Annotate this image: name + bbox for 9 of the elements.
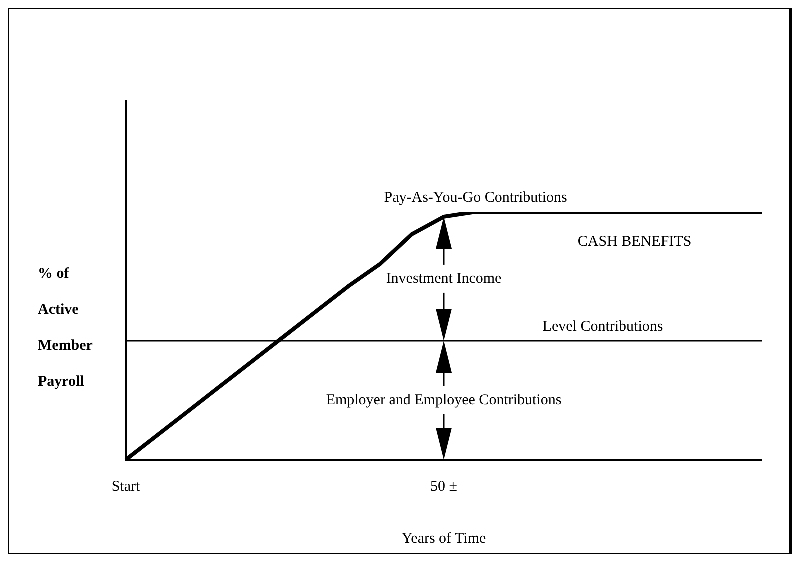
x-tick-label: Start: [112, 478, 141, 495]
annotation: Employer and Employee Contributions: [326, 392, 562, 408]
x-axis-title: Years of Time: [402, 530, 486, 547]
series-label: CASH BENEFITS: [578, 234, 692, 250]
x-tick-label: 50 ±: [430, 478, 458, 495]
text: % of Active Member Payroll: [38, 266, 93, 390]
ref-line-label: Level Contributions: [542, 318, 664, 335]
text: Pay-As-You-Go Contributions: [384, 190, 568, 206]
annotation: Investment Income: [386, 270, 502, 287]
